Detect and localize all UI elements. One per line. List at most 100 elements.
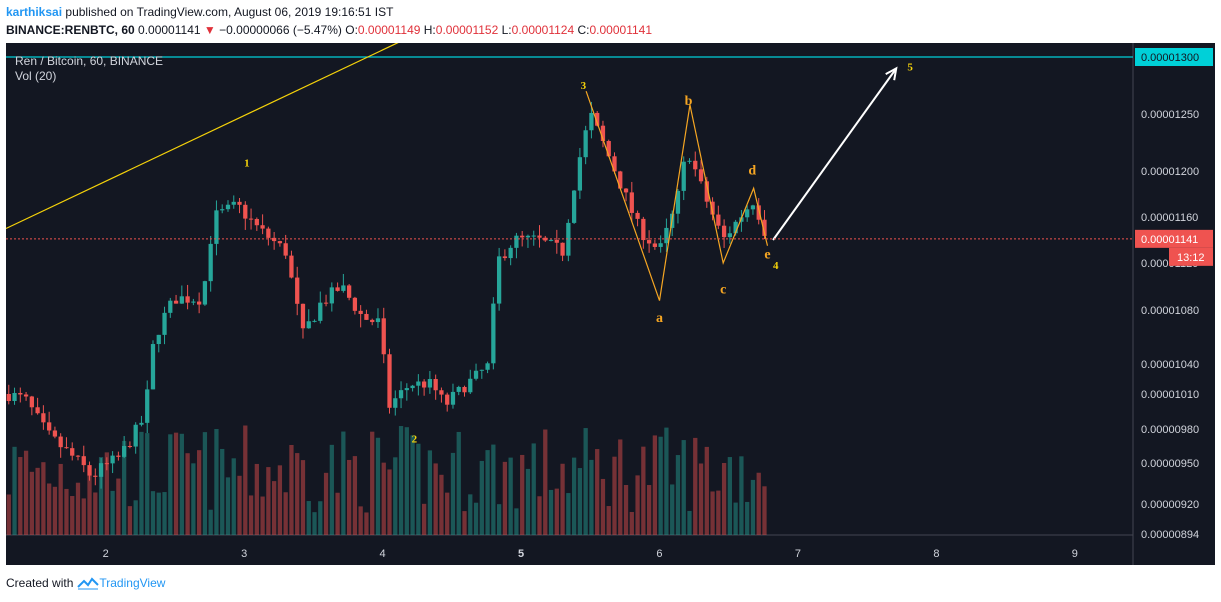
volume-bar [185, 453, 190, 535]
candle-body [473, 370, 479, 379]
candle-body [41, 413, 46, 423]
volume-bar [612, 456, 617, 535]
volume-bar [346, 459, 352, 535]
candle-body [721, 225, 727, 238]
volume-bar [35, 467, 40, 535]
price-tick-label: 0.00001010 [1141, 389, 1199, 401]
volume-bar [243, 425, 248, 535]
candle-body [410, 385, 415, 389]
volume-bar [508, 457, 513, 535]
candle-body [214, 210, 219, 244]
down-arrow-icon: ▼ [203, 23, 216, 37]
tradingview-brand[interactable]: TradingView [99, 576, 166, 590]
volume-bar [329, 444, 334, 535]
candle-body [168, 300, 173, 313]
candle-body [404, 388, 409, 391]
volume-bar [248, 495, 254, 535]
volume-bar [664, 427, 669, 535]
candle-body [762, 219, 767, 236]
wave-label-a: a [656, 311, 663, 326]
candle-body [491, 303, 496, 364]
candle-body [445, 394, 450, 405]
volume-bar [496, 504, 502, 535]
candle-body [427, 379, 433, 388]
price-change: −0.00000066 (−5.47%) [219, 23, 342, 37]
candle-body [641, 218, 646, 241]
volume-bar [283, 492, 288, 535]
volume-bar [404, 427, 409, 535]
volume-bar [600, 478, 606, 535]
volume-bar [202, 432, 208, 535]
candle-body [18, 392, 23, 395]
projection-arrow-head [885, 66, 898, 81]
candle-body [387, 354, 392, 408]
candle-body [6, 394, 11, 401]
volume-bar [318, 501, 323, 535]
time-tick-label: 5 [518, 548, 524, 560]
candle-body [358, 310, 363, 314]
candle-body [289, 255, 294, 278]
price-chart[interactable]: 1 2 3 4 5 a b c d e 0.00001250 0.00001200 0.00001160… [6, 43, 1215, 565]
candle-body [266, 228, 271, 238]
wave-label-4: 4 [773, 260, 779, 272]
price-tick-label: 0.00001080 [1141, 305, 1199, 317]
candle-body [110, 455, 115, 464]
candle-body [750, 205, 756, 210]
level-price-label: 0.00001300 [1141, 52, 1199, 64]
volume-bar [531, 443, 536, 535]
volume-bar [520, 454, 525, 535]
tradingview-logo[interactable]: TradingView [77, 576, 165, 590]
volume-bar [208, 509, 213, 535]
candle-body [29, 396, 34, 408]
wave-label-b: b [685, 94, 693, 109]
candle-body [375, 318, 381, 323]
footer: Created with TradingView [6, 576, 165, 590]
volume-bar [670, 484, 675, 535]
volume-bar [23, 450, 29, 535]
volume-bar [295, 453, 300, 535]
candle-body [329, 287, 334, 304]
volume-bar [445, 492, 450, 535]
volume-bar [525, 468, 531, 535]
candle-body [618, 171, 623, 189]
price-tick-label: 0.00001160 [1141, 212, 1198, 224]
volume-bar [646, 485, 652, 535]
candle-body [606, 141, 611, 157]
volume-bar [145, 433, 150, 535]
tradingview-logo-icon [77, 577, 100, 590]
candle-body [745, 209, 750, 218]
price-tick-label: 0.00000920 [1141, 499, 1199, 511]
volume-bar [335, 492, 340, 535]
candle-body [277, 241, 283, 244]
candle-body [393, 398, 398, 408]
candle-body [23, 394, 29, 397]
volume-bar [312, 512, 317, 535]
chart-area[interactable]: 1 2 3 4 5 a b c d e 0.00001250 0.00001200 0.00001160… [6, 43, 1215, 565]
candle-body [318, 302, 323, 321]
candle-body [421, 381, 427, 388]
volume-bar [675, 455, 681, 535]
volume-bar [595, 449, 600, 535]
candle-body [116, 455, 121, 457]
candle-body [675, 190, 681, 214]
volume-bar [589, 459, 594, 535]
publish-info: published on TradingView.com, August 06,… [65, 5, 394, 19]
volume-bar [554, 488, 559, 535]
author-name[interactable]: karthiksai [6, 5, 63, 19]
volume-bar [658, 436, 663, 535]
candle-body [87, 465, 92, 476]
volume-bar [231, 458, 236, 535]
volume-bar [514, 508, 519, 535]
volume-bar [127, 506, 133, 535]
candle-body [520, 235, 525, 238]
candle-body [381, 318, 386, 355]
candle-body [508, 247, 513, 259]
volume-bar [618, 439, 623, 535]
volume-bar [416, 443, 421, 535]
volume-bar [375, 437, 381, 535]
volume-bar [623, 484, 629, 535]
candle-body [623, 188, 629, 193]
open-label: O: [345, 23, 358, 37]
volume-bar [745, 501, 750, 535]
candle-body [727, 233, 733, 238]
